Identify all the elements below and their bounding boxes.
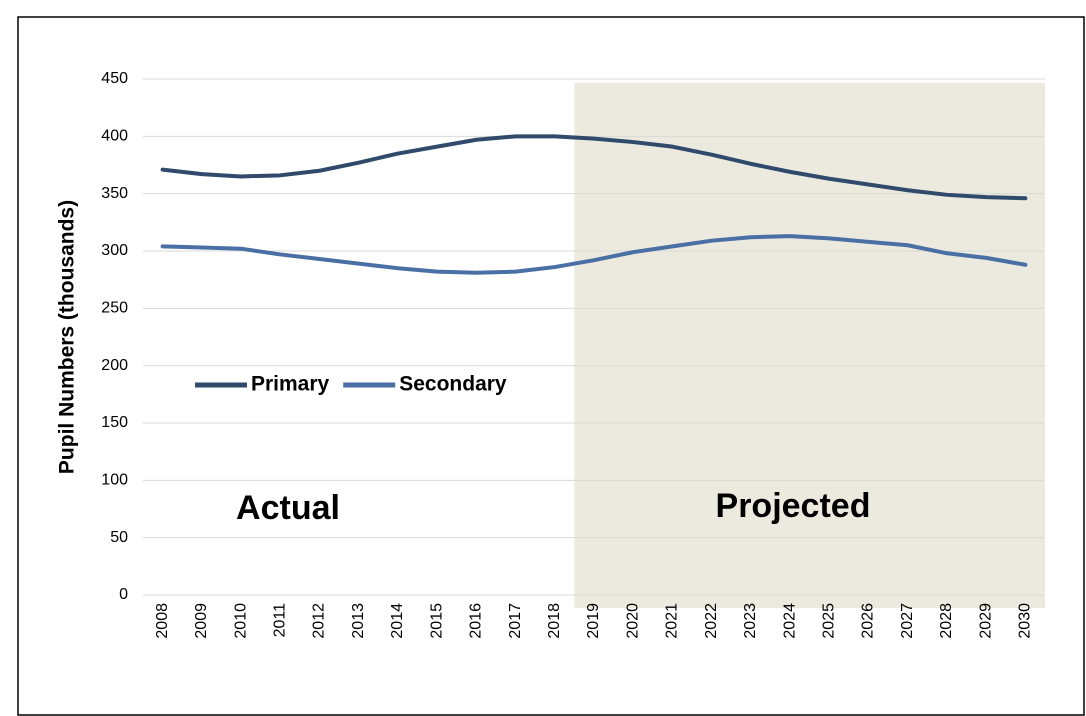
x-tick-label: 2024 [781,603,798,639]
x-tick-label: 2014 [389,603,406,639]
x-tick-label: 2013 [350,603,367,639]
x-tick-label: 2018 [546,603,563,639]
x-tick-label: 2030 [1017,603,1034,639]
line [160,134,1028,201]
y-axis-title: Pupil Numbers (thousands) [56,200,79,474]
y-tick-label: 100 [101,472,128,489]
y-tick-label: 200 [101,357,128,374]
frame [17,16,1085,716]
x-tick-label: 2025 [821,603,838,639]
x-tick-label: 2026 [860,603,877,639]
x-tick-label: 2008 [154,603,171,639]
x-tick-label: 2023 [742,603,759,639]
x-tick-label: 2010 [232,603,249,639]
x-tick-label: 2016 [468,603,485,639]
x-tick-label: 2028 [938,603,955,639]
x-tick-label: 2015 [428,603,445,639]
x-tick-label: 2019 [585,603,602,639]
y-tick-label: 350 [101,185,128,202]
y-tick-label: 0 [119,586,128,603]
x-tick-label: 2029 [977,603,994,639]
x-tick-label: 2009 [193,603,210,639]
projection-shade [574,83,1045,608]
x-tick-label: 2020 [624,603,641,639]
x-tick-label: 2017 [507,603,524,639]
y-tick-label: 400 [101,128,128,145]
legend-label: Primary [251,373,330,396]
x-tick-label: 2012 [311,603,328,639]
line [160,234,1028,275]
y-tick-label: 300 [101,242,128,259]
y-tick-label: 50 [110,529,128,546]
x-tick-label: 2022 [703,603,720,639]
y-tick-label: 150 [101,414,128,431]
y-tick-label: 250 [101,300,128,317]
x-tick-label: 2021 [664,603,681,639]
x-tick-label: 2011 [271,603,288,638]
annotation: Actual [236,489,340,527]
legend-label: Secondary [399,373,507,396]
annotation: Projected [716,487,871,525]
y-tick-label: 450 [101,70,128,87]
x-tick-label: 2027 [899,603,916,639]
